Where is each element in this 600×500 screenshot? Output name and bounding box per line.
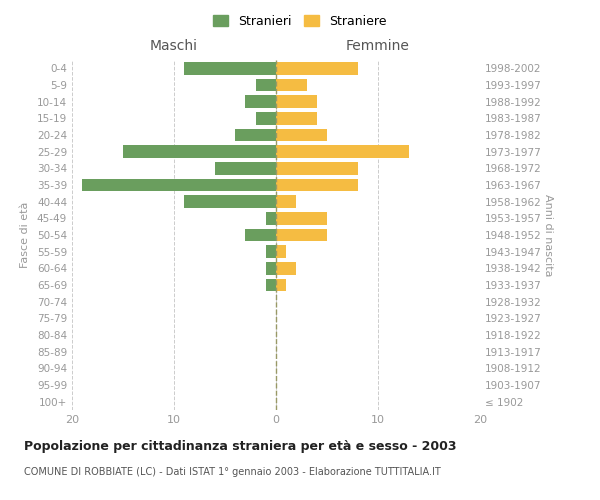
Bar — [184, 196, 276, 208]
Bar — [266, 246, 276, 258]
Bar — [276, 196, 296, 208]
Bar — [276, 62, 358, 74]
Bar — [245, 96, 276, 108]
Bar — [235, 128, 276, 141]
Bar — [184, 62, 276, 74]
Bar — [256, 78, 276, 91]
Bar — [276, 229, 327, 241]
Bar — [266, 212, 276, 224]
Bar — [82, 179, 276, 191]
Bar — [276, 78, 307, 91]
Y-axis label: Fasce di età: Fasce di età — [20, 202, 30, 268]
Bar — [276, 246, 286, 258]
Bar — [276, 262, 296, 274]
Bar — [276, 96, 317, 108]
Bar — [266, 279, 276, 291]
Y-axis label: Anni di nascita: Anni di nascita — [543, 194, 553, 276]
Bar — [256, 112, 276, 124]
Bar — [276, 128, 327, 141]
Legend: Stranieri, Straniere: Stranieri, Straniere — [209, 11, 391, 32]
Text: Maschi: Maschi — [150, 39, 198, 53]
Bar — [266, 262, 276, 274]
Bar — [245, 229, 276, 241]
Bar — [276, 279, 286, 291]
Bar — [215, 162, 276, 174]
Bar — [123, 146, 276, 158]
Text: Popolazione per cittadinanza straniera per età e sesso - 2003: Popolazione per cittadinanza straniera p… — [24, 440, 457, 453]
Text: COMUNE DI ROBBIATE (LC) - Dati ISTAT 1° gennaio 2003 - Elaborazione TUTTITALIA.I: COMUNE DI ROBBIATE (LC) - Dati ISTAT 1° … — [24, 467, 441, 477]
Bar — [276, 112, 317, 124]
Bar — [276, 212, 327, 224]
Text: Femmine: Femmine — [346, 39, 410, 53]
Bar — [276, 179, 358, 191]
Bar — [276, 146, 409, 158]
Bar — [276, 162, 358, 174]
